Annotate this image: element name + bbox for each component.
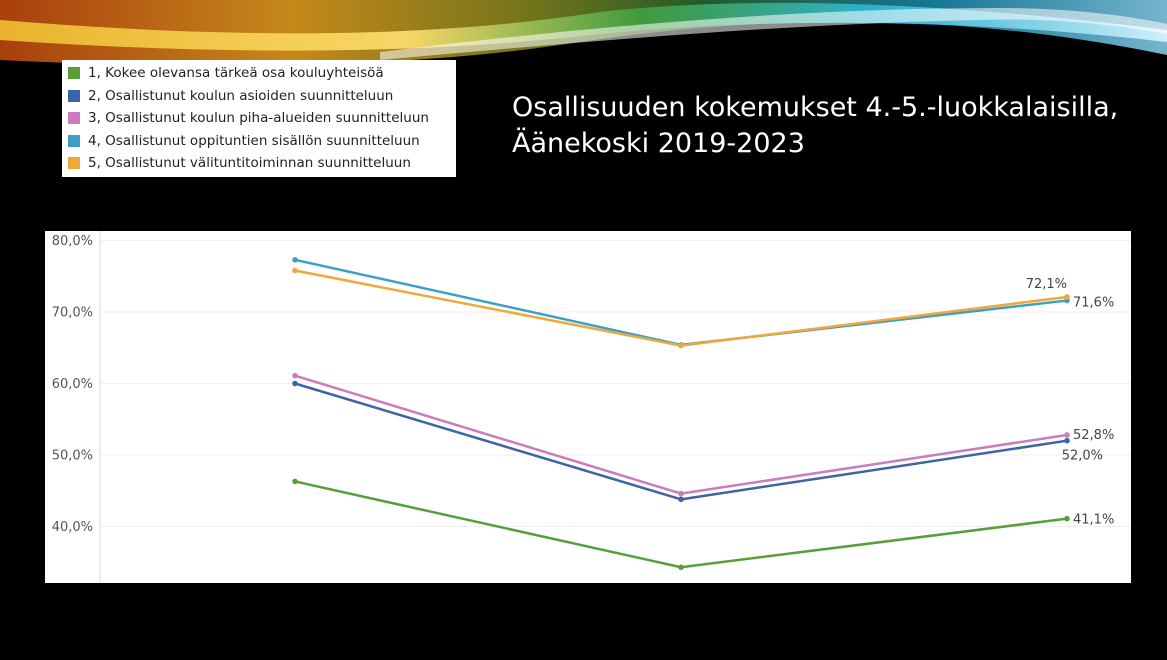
data-point [678, 564, 684, 571]
data-point [678, 496, 684, 503]
data-label: 52,8% [1073, 428, 1114, 443]
y-tick-label: 40,0% [52, 520, 93, 535]
legend-item: 5, Osallistunut välituntitoiminnan suunn… [68, 152, 450, 175]
legend-item: 2, Osallistunut koulun asioiden suunnitt… [68, 85, 450, 108]
data-label: 41,1% [1073, 513, 1114, 528]
legend-item: 3, Osallistunut koulun piha-alueiden suu… [68, 107, 450, 130]
y-tick-label: 80,0% [52, 234, 93, 249]
legend-swatch [68, 67, 80, 80]
legend-label: 3, Osallistunut koulun piha-alueiden suu… [88, 110, 429, 127]
y-tick-label: 70,0% [52, 306, 93, 321]
legend-swatch [68, 89, 80, 102]
data-point [678, 490, 684, 497]
chart-title: Osallisuuden kokemukset 4.-5.-luokkalais… [512, 90, 1152, 162]
data-label: 71,6% [1073, 296, 1114, 311]
chart-title-line-1: Osallisuuden kokemukset 4.-5.-luokkalais… [512, 92, 1119, 123]
y-tick-label: 50,0% [52, 449, 93, 464]
series-line [294, 258, 1068, 347]
legend-swatch [68, 157, 80, 170]
legend-item: 4, Osallistunut oppituntien sisällön suu… [68, 130, 450, 153]
legend-swatch [68, 134, 80, 147]
decorative-banner [0, 0, 1167, 90]
data-label: 72,1% [1026, 277, 1067, 292]
legend-item: 1, Kokee olevansa tärkeä osa kouluyhteis… [68, 62, 450, 85]
chart-panel: 40,0% 50,0% 60,0% 70,0% 80,0% 41,1% 52,0% 52,8%… [45, 231, 1131, 583]
data-point [678, 342, 684, 349]
chart-title-line-2: Äänekoski 2019-2023 [512, 128, 805, 159]
data-point [1064, 515, 1070, 522]
data-point [1064, 294, 1070, 300]
legend-label: 4, Osallistunut oppituntien sisällön suu… [88, 132, 420, 149]
line-chart: 40,0% 50,0% 60,0% 70,0% 80,0% 41,1% 52,0% 52,8%… [52, 231, 1131, 583]
y-tick-label: 60,0% [52, 377, 93, 392]
data-point [1064, 437, 1070, 444]
data-point [292, 380, 298, 387]
chart-legend: 1, Kokee olevansa tärkeä osa kouluyhteis… [62, 60, 456, 177]
series-line [294, 269, 1068, 347]
data-point [292, 372, 298, 379]
data-label: 52,0% [1062, 449, 1103, 464]
legend-label: 5, Osallistunut välituntitoiminnan suunn… [88, 155, 411, 172]
legend-label: 1, Kokee olevansa tärkeä osa kouluyhteis… [88, 65, 384, 82]
data-point [1064, 432, 1070, 438]
data-point [292, 257, 298, 263]
series-line [294, 374, 1068, 495]
legend-label: 2, Osallistunut koulun asioiden suunnitt… [88, 87, 394, 104]
data-point [292, 478, 298, 485]
series-line [294, 382, 1068, 501]
data-point [292, 267, 298, 274]
legend-swatch [68, 112, 80, 125]
